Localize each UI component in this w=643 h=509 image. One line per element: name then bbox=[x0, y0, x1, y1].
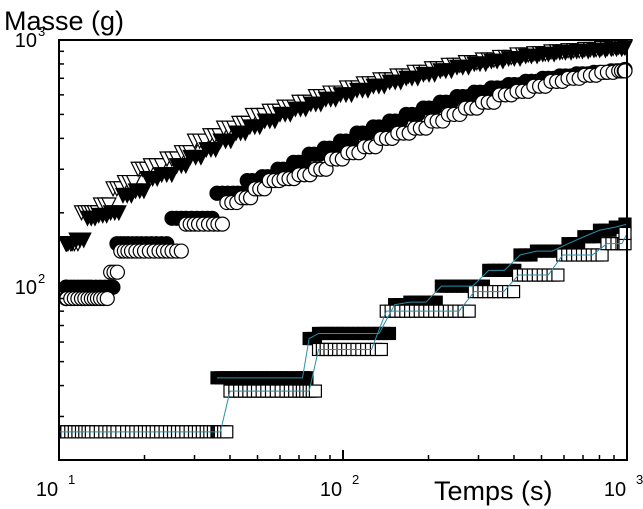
y-tick-label: 10 bbox=[15, 30, 37, 52]
y-tick-exponent: 3 bbox=[38, 24, 45, 39]
data-point bbox=[220, 425, 234, 439]
connector-layer bbox=[59, 223, 628, 433]
x-axis-label: Temps (s) bbox=[434, 476, 553, 506]
y-tick-label: 10 bbox=[15, 277, 37, 299]
axis-layer: 10 1 10 2 10 310 210 3 bbox=[15, 24, 643, 501]
y-tick-exponent: 2 bbox=[38, 271, 45, 286]
data-point bbox=[308, 384, 322, 398]
data-point bbox=[125, 174, 142, 191]
data-point bbox=[100, 197, 117, 214]
x-tick-exponent: 2 bbox=[352, 472, 359, 487]
data-point bbox=[506, 284, 521, 299]
data-point bbox=[163, 167, 180, 184]
data-point bbox=[551, 268, 565, 282]
data-point bbox=[109, 264, 125, 280]
x-tick-exponent: 1 bbox=[68, 472, 75, 487]
x-tick-label: 10 bbox=[36, 479, 58, 501]
data-point bbox=[374, 342, 388, 357]
data-point bbox=[617, 63, 633, 79]
data-point bbox=[135, 183, 152, 200]
data-point bbox=[75, 232, 92, 249]
data-point bbox=[462, 304, 476, 318]
x-tick-label: 10 bbox=[320, 479, 342, 501]
data-point bbox=[173, 243, 189, 259]
data-point bbox=[214, 216, 231, 232]
x-tick-exponent: 3 bbox=[636, 472, 643, 487]
series-square-filled bbox=[210, 217, 632, 385]
series-connector bbox=[216, 223, 628, 379]
data-point bbox=[99, 290, 115, 307]
y-axis-label: Masse (g) bbox=[4, 6, 124, 36]
x-tick-label: 10 bbox=[604, 479, 626, 501]
series-circle-open bbox=[58, 63, 633, 307]
series-layer bbox=[58, 39, 633, 439]
data-point bbox=[382, 326, 397, 341]
series-connector bbox=[59, 233, 628, 433]
data-point bbox=[110, 205, 127, 222]
